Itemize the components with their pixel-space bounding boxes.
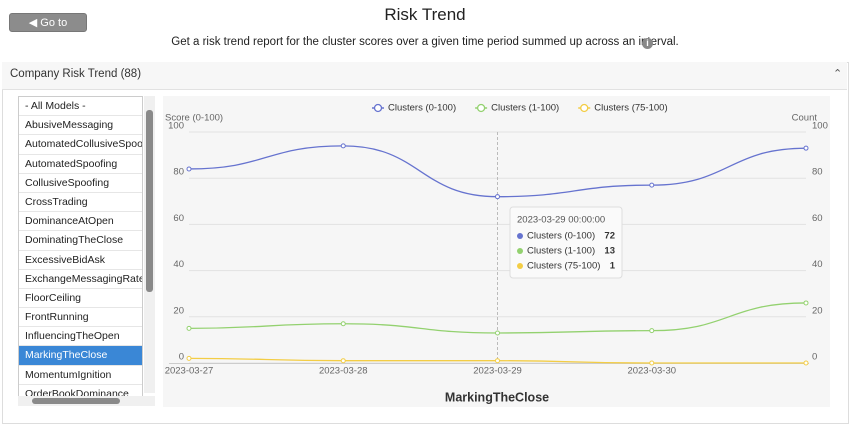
data-point: [649, 360, 655, 366]
x-tick-label: 2023-03-27: [165, 366, 214, 377]
page-title: Risk Trend: [384, 5, 466, 24]
collapse-icon[interactable]: ⌃: [833, 68, 843, 80]
data-point: [649, 328, 655, 334]
y2-tick-label: 0: [812, 352, 817, 363]
chart-title: MarkingTheClose: [445, 390, 549, 404]
x-tick-label: 2023-03-28: [319, 366, 368, 377]
y-tick-label: 80: [173, 167, 184, 178]
data-point: [803, 360, 809, 366]
legend-label[interactable]: Clusters (0-100): [388, 103, 456, 114]
model-item[interactable]: CrossTrading: [19, 193, 142, 213]
tooltip-value: 1: [610, 261, 616, 272]
model-item[interactable]: ExchangeMessagingRateLimit: [19, 270, 142, 289]
panel-header[interactable]: [2, 62, 847, 90]
data-point: [186, 325, 192, 331]
data-point: [186, 166, 192, 172]
scroll-thumb[interactable]: [146, 110, 153, 292]
tooltip-marker: [517, 233, 523, 239]
x-tick-label: 2023-03-30: [627, 366, 676, 377]
data-point: [495, 194, 500, 200]
tooltip-marker: [517, 248, 523, 254]
tooltip-value: 72: [604, 231, 615, 242]
model-item[interactable]: AutomatedCollusiveSpoofing: [19, 135, 142, 155]
tooltip-label: Clusters (0-100): [527, 231, 595, 242]
model-item[interactable]: MomentumIgnition: [19, 366, 142, 385]
data-point: [803, 300, 809, 306]
model-item[interactable]: OrderBookDominance: [19, 385, 142, 398]
legend-item[interactable]: Clusters (1-100): [475, 103, 559, 114]
button-label[interactable]: Go to Reports: [28, 17, 68, 48]
model-item[interactable]: DominanceAtOpen: [19, 212, 142, 232]
tooltip-label: Clusters (1-100): [527, 246, 595, 257]
y-tick-label: 0: [179, 352, 184, 363]
model-item[interactable]: DominatingTheClose: [19, 231, 142, 251]
tooltip-value: 13: [604, 246, 615, 257]
data-point: [340, 321, 346, 327]
model-item[interactable]: MarkingTheClose: [19, 346, 142, 366]
y-tick-label: 20: [173, 305, 184, 316]
tooltip-box: [509, 206, 623, 279]
data-point: [649, 182, 655, 188]
y2-axis-label: Count: [792, 113, 818, 124]
scroll-thumb[interactable]: [32, 398, 120, 404]
model-item[interactable]: AbusiveMessaging: [19, 116, 142, 136]
legend-label[interactable]: Clusters (75-100): [594, 103, 667, 114]
data-point: [803, 145, 809, 151]
y2-tick-label: 40: [812, 259, 823, 270]
legend-marker[interactable]: [580, 103, 589, 113]
tooltip-label: Clusters (75-100): [527, 261, 600, 272]
y-axis-label: Score (0-100): [165, 113, 223, 124]
legend-item[interactable]: Clusters (0-100): [372, 103, 456, 114]
y2-tick-label: 100: [812, 121, 828, 132]
y-tick-label: 40: [173, 259, 184, 270]
x-tick-label: 2023-03-29: [473, 366, 522, 377]
model-item[interactable]: CollusiveSpoofing: [19, 174, 142, 193]
y2-tick-label: 60: [812, 213, 823, 224]
legend-marker[interactable]: [373, 103, 383, 113]
data-point: [340, 143, 346, 149]
y2-tick-label: 80: [812, 167, 823, 178]
chart-background: [163, 96, 830, 407]
tooltip-title: 2023-03-29 00:00:00: [517, 215, 605, 226]
data-point: [340, 358, 346, 364]
legend-item[interactable]: Clusters (75-100): [578, 103, 668, 114]
model-item[interactable]: AutomatedSpoofing: [19, 155, 142, 174]
y-tick-label: 60: [173, 213, 184, 224]
model-item[interactable]: InfluencingTheOpen: [19, 327, 142, 347]
tooltip-marker: [517, 263, 523, 269]
tooltip: 2023-03-29 00:00:00 Clusters (0-100) 72 Clu…: [509, 206, 623, 279]
model-list: - All Models - AbusiveMessaging AutomatedC…: [18, 96, 143, 399]
page-description: Get a risk trend report for the cluster …: [171, 36, 679, 48]
legend-label[interactable]: Clusters (1-100): [491, 103, 559, 114]
model-item[interactable]: - All Models -: [19, 97, 142, 117]
model-item[interactable]: ExcessiveBidAsk: [19, 251, 142, 270]
legend-marker[interactable]: [476, 103, 486, 113]
y2-tick-label: 20: [812, 305, 823, 316]
data-point: [495, 358, 500, 364]
panel-title: Company Risk Trend (88): [10, 68, 142, 80]
model-item[interactable]: FrontRunning: [19, 308, 142, 328]
y-tick-label: 100: [168, 121, 184, 132]
info-icon[interactable]: i: [642, 38, 653, 49]
model-item[interactable]: FloorCeiling: [19, 289, 142, 309]
data-point: [186, 355, 192, 361]
data-point: [495, 330, 500, 336]
back-button[interactable]: ◀ Go to Reports: [9, 13, 87, 48]
